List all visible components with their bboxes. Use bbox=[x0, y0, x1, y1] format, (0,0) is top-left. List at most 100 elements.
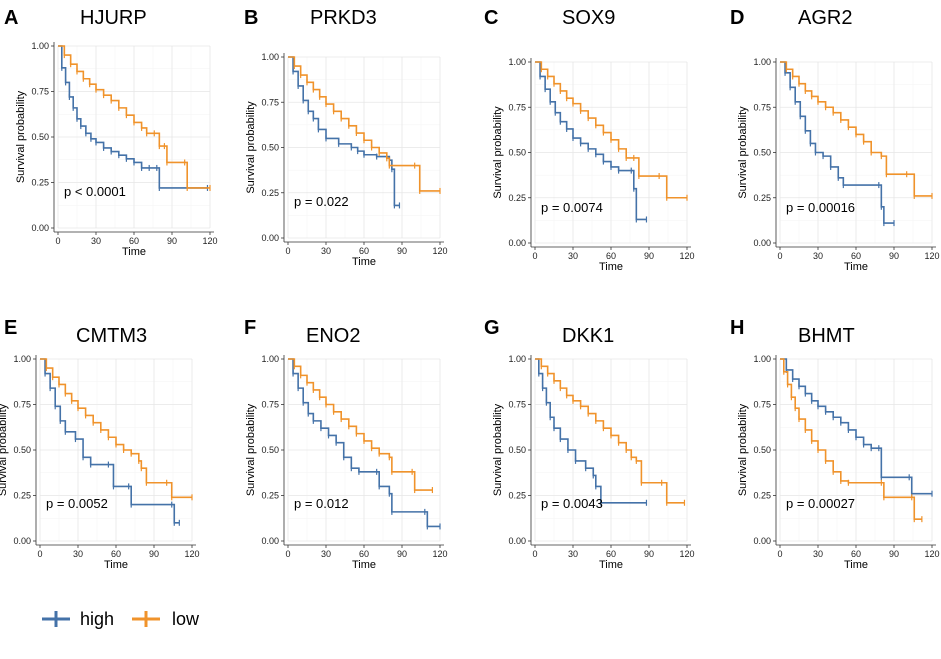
panel-eno2: 0.00 0.25 0.50 0.75 1.00 0 30 60 90 120 Time Surviv… bbox=[244, 317, 448, 571]
x-tick-label: 120 bbox=[432, 549, 447, 559]
y-tick-label: 0.25 bbox=[13, 491, 31, 501]
y-axis-title: Survival probability bbox=[737, 403, 749, 496]
x-tick-label: 30 bbox=[813, 251, 823, 261]
gridlines-prkd3 bbox=[287, 56, 441, 239]
y-axis-title: Survival probability bbox=[15, 90, 27, 183]
y-tick-label: 0.25 bbox=[261, 491, 279, 501]
y-tick-label: 0.25 bbox=[261, 188, 279, 198]
y-tick-label: 1.00 bbox=[261, 354, 279, 364]
y-tick-label: 1.00 bbox=[753, 354, 771, 364]
x-tick-label: 0 bbox=[285, 549, 290, 559]
x-tick-label: 60 bbox=[851, 549, 861, 559]
p-value: p = 0.00027 bbox=[786, 496, 855, 511]
y-tick-label: 0.00 bbox=[261, 233, 279, 243]
y-axis-title: Survival probability bbox=[492, 403, 504, 496]
panel-cmtm3: 0.00 0.25 0.50 0.75 1.00 0 30 60 90 120 Time Surviv… bbox=[0, 317, 200, 571]
x-tick-label: 120 bbox=[202, 236, 217, 246]
y-tick-label: 0.50 bbox=[261, 143, 279, 153]
panels-group: 0.00 0.25 0.50 0.75 1.00 0 30 60 90 120 Time Surviv… bbox=[0, 7, 940, 571]
p-value: p = 0.022 bbox=[294, 194, 349, 209]
legend-low-label: low bbox=[172, 609, 200, 629]
x-tick-label: 60 bbox=[606, 251, 616, 261]
curve-low-eno2 bbox=[288, 358, 433, 491]
y-tick-label: 0.25 bbox=[508, 193, 526, 203]
y-tick-label: 0.75 bbox=[753, 400, 771, 410]
legend: high low bbox=[42, 609, 200, 629]
y-axis-title: Survival probability bbox=[245, 101, 257, 194]
x-tick-label: 90 bbox=[397, 549, 407, 559]
gridlines-sox9 bbox=[534, 61, 688, 244]
panel-letter: G bbox=[484, 317, 500, 339]
y-tick-label: 0.75 bbox=[13, 400, 31, 410]
panel-title: DKK1 bbox=[562, 325, 614, 347]
x-axis-title: Time bbox=[104, 559, 128, 571]
panel-title: PRKD3 bbox=[310, 7, 377, 29]
x-tick-label: 30 bbox=[321, 549, 331, 559]
y-axis-title: Survival probability bbox=[737, 106, 749, 199]
y-axis-title: Survival probability bbox=[492, 106, 504, 199]
panel-letter: E bbox=[4, 317, 17, 339]
gridlines-cmtm3 bbox=[39, 358, 193, 542]
x-tick-label: 120 bbox=[432, 246, 447, 256]
x-tick-label: 30 bbox=[568, 251, 578, 261]
panel-agr2: 0.00 0.25 0.50 0.75 1.00 0 30 60 90 120 Time Surviv… bbox=[730, 7, 940, 273]
gridlines-hjurp bbox=[57, 45, 211, 229]
y-tick-label: 0.00 bbox=[508, 238, 526, 248]
x-tick-label: 60 bbox=[606, 549, 616, 559]
y-tick-label: 0.75 bbox=[31, 87, 49, 97]
x-tick-label: 30 bbox=[73, 549, 83, 559]
y-tick-label: 0.50 bbox=[13, 445, 31, 455]
curve-high-prkd3 bbox=[288, 56, 400, 207]
y-tick-label: 0.25 bbox=[508, 491, 526, 501]
legend-high-label: high bbox=[80, 609, 114, 629]
y-tick-label: 0.50 bbox=[508, 445, 526, 455]
y-tick-label: 0.00 bbox=[261, 536, 279, 546]
x-axis-title: Time bbox=[844, 559, 868, 571]
x-tick-label: 60 bbox=[129, 236, 139, 246]
y-tick-label: 0.00 bbox=[753, 238, 771, 248]
x-tick-label: 90 bbox=[397, 246, 407, 256]
y-tick-label: 0.75 bbox=[261, 97, 279, 107]
curve-high-eno2 bbox=[288, 358, 440, 528]
y-tick-label: 0.50 bbox=[753, 148, 771, 158]
x-tick-label: 90 bbox=[889, 251, 899, 261]
panel-letter: H bbox=[730, 317, 744, 339]
x-tick-label: 90 bbox=[149, 549, 159, 559]
x-tick-label: 120 bbox=[679, 251, 694, 261]
x-tick-label: 0 bbox=[55, 236, 60, 246]
panel-letter: B bbox=[244, 7, 258, 29]
gridlines-eno2 bbox=[287, 358, 441, 542]
y-tick-label: 0.25 bbox=[753, 193, 771, 203]
x-tick-label: 90 bbox=[167, 236, 177, 246]
curve-high-cmtm3 bbox=[40, 358, 180, 524]
x-tick-label: 30 bbox=[321, 246, 331, 256]
panel-letter: C bbox=[484, 7, 498, 29]
p-value: p = 0.00016 bbox=[786, 200, 855, 215]
y-tick-label: 0.75 bbox=[508, 400, 526, 410]
x-tick-label: 0 bbox=[532, 549, 537, 559]
x-axis-title: Time bbox=[599, 261, 623, 273]
panel-letter: D bbox=[730, 7, 744, 29]
curve-high-bhmt bbox=[780, 358, 932, 495]
panel-title: ENO2 bbox=[306, 325, 360, 347]
x-axis-title: Time bbox=[352, 559, 376, 571]
x-tick-label: 120 bbox=[924, 251, 939, 261]
p-value: p < 0.0001 bbox=[64, 184, 126, 199]
y-tick-label: 1.00 bbox=[508, 354, 526, 364]
x-axis-title: Time bbox=[844, 261, 868, 273]
x-tick-label: 90 bbox=[889, 549, 899, 559]
panel-title: AGR2 bbox=[798, 7, 852, 29]
panel-letter: A bbox=[4, 7, 18, 29]
x-tick-label: 120 bbox=[679, 549, 694, 559]
y-tick-label: 0.00 bbox=[508, 536, 526, 546]
y-tick-label: 1.00 bbox=[13, 354, 31, 364]
curve-low-sox9 bbox=[535, 61, 687, 199]
panel-title: HJURP bbox=[80, 7, 147, 29]
x-tick-label: 30 bbox=[813, 549, 823, 559]
panel-sox9: 0.00 0.25 0.50 0.75 1.00 0 30 60 90 120 Time Surviv… bbox=[484, 7, 695, 273]
gridlines-agr2 bbox=[779, 61, 933, 244]
y-tick-label: 0.25 bbox=[753, 491, 771, 501]
x-tick-label: 60 bbox=[851, 251, 861, 261]
x-tick-label: 30 bbox=[91, 236, 101, 246]
